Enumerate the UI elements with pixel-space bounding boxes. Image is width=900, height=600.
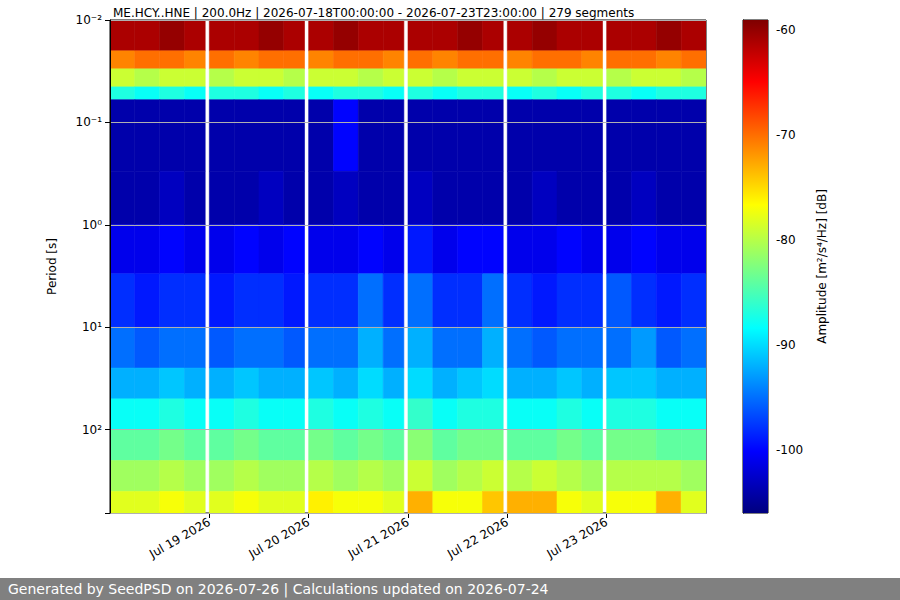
svg-text:-90: -90: [776, 338, 796, 352]
svg-text:ME.HCY..HNE | 200.0Hz | 2026-0: ME.HCY..HNE | 200.0Hz | 2026-07-18T00:00…: [113, 6, 634, 20]
svg-text:-70: -70: [776, 128, 796, 142]
svg-text:10⁻¹: 10⁻¹: [76, 115, 103, 129]
svg-text:Jul 22 2026: Jul 22 2026: [444, 515, 511, 562]
svg-text:Period [s]: Period [s]: [45, 238, 59, 295]
svg-text:Jul 23 2026: Jul 23 2026: [544, 515, 611, 562]
svg-text:10¹: 10¹: [82, 320, 102, 334]
svg-text:10⁻²: 10⁻²: [76, 13, 103, 27]
svg-text:Generated by SeedPSD on 2026-0: Generated by SeedPSD on 2026-07-26 | Cal…: [8, 581, 549, 598]
svg-text:10²: 10²: [82, 423, 102, 437]
svg-text:Jul 21 2026: Jul 21 2026: [345, 515, 412, 562]
svg-text:-80: -80: [776, 233, 796, 247]
svg-text:Amplitude [m²/s⁴/Hz] [dB]: Amplitude [m²/s⁴/Hz] [dB]: [815, 189, 829, 344]
svg-text:Jul 20 2026: Jul 20 2026: [246, 515, 313, 562]
svg-text:10⁰: 10⁰: [82, 218, 102, 232]
svg-text:-100: -100: [776, 443, 803, 457]
svg-text:-60: -60: [776, 23, 796, 37]
svg-text:Jul 19 2026: Jul 19 2026: [146, 515, 213, 562]
